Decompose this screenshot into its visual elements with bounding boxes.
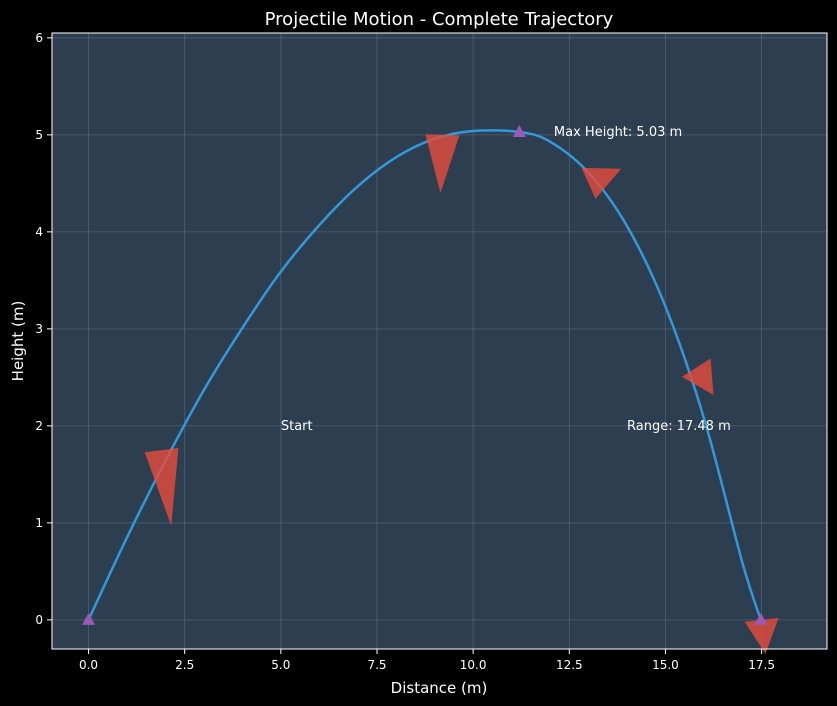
x-tick-label: 0.0: [79, 658, 98, 672]
velocity-arrow: [425, 134, 460, 194]
data-layer: Start Max Height: 5.03 m Range: 17.48 m: [82, 124, 779, 654]
plot-frame: [51, 32, 828, 650]
y-tick-label: 6: [35, 31, 43, 45]
x-tick-label: 15.0: [652, 658, 679, 672]
x-tick-label: 10.0: [460, 658, 487, 672]
x-tick-label: 12.5: [556, 658, 583, 672]
x-tick-label: 5.0: [271, 658, 290, 672]
x-tick-label: 17.5: [748, 658, 775, 672]
y-tick-label: 1: [35, 516, 43, 530]
y-axis-label: Height (m): [9, 301, 27, 382]
tick-labels: 0.0 2.5 5.0 7.5 10.0 12.5 15.0 17.5 0 1 2 3 4 5 6: [35, 31, 775, 672]
plot-area: [52, 33, 827, 649]
y-tick-label: 5: [35, 128, 43, 142]
annotation: Range: 17.48 m: [627, 419, 731, 434]
annotation: Start: [281, 419, 313, 434]
trajectory-marker: [754, 612, 768, 625]
y-tick-label: 2: [35, 419, 43, 433]
chart-title: Projectile Motion - Complete Trajectory: [265, 9, 614, 30]
velocity-arrow: [144, 447, 179, 526]
velocity-arrow: [744, 617, 779, 654]
trajectory-marker: [512, 124, 526, 137]
y-tick-label: 4: [35, 225, 43, 239]
y-tick-label: 3: [35, 322, 43, 336]
trajectory-marker: [82, 612, 96, 625]
y-tick-label: 0: [35, 613, 43, 627]
velocity-arrow: [581, 167, 622, 199]
x-tick-label: 2.5: [175, 658, 194, 672]
x-tick-label: 7.5: [367, 658, 386, 672]
velocity-arrow: [681, 358, 714, 395]
x-axis-label: Distance (m): [391, 679, 488, 697]
annotation: Max Height: 5.03 m: [554, 125, 682, 140]
